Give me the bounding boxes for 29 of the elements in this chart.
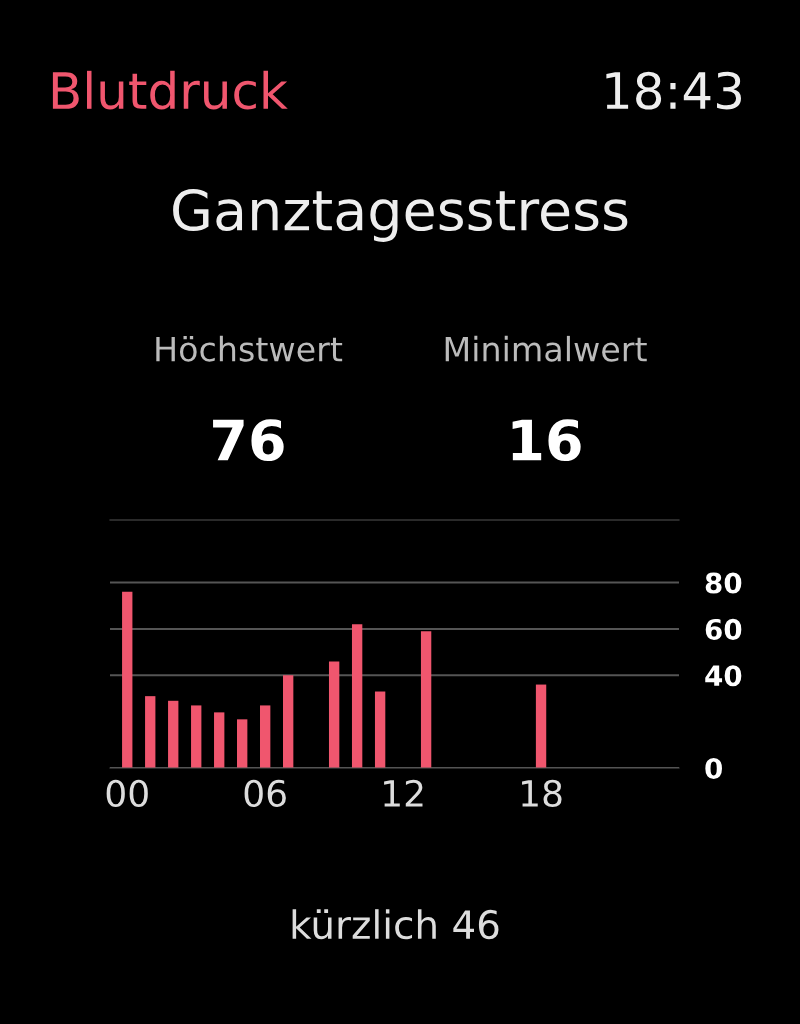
bar <box>122 591 133 768</box>
bar <box>535 684 547 768</box>
bar <box>328 661 340 768</box>
text: kürzlich 46 <box>292 909 499 940</box>
bar <box>420 631 432 768</box>
y-tick-label: 60 <box>705 618 742 640</box>
bar <box>374 691 386 768</box>
text: 76 <box>213 419 284 462</box>
y-tick-label: 80 <box>705 572 742 594</box>
bar <box>237 719 248 768</box>
chart-title: Ganztagesstress <box>173 189 628 242</box>
text: Blutdruck <box>52 70 288 110</box>
y-tick-label: 0 <box>705 757 722 779</box>
x-tick-label: 06 <box>244 779 286 808</box>
text: Minimalwert <box>445 335 647 362</box>
text: Höchstwert <box>156 335 343 362</box>
bar <box>168 700 179 768</box>
y-tick-label: 40 <box>705 665 742 687</box>
text: 16 <box>512 419 581 462</box>
x-tick-label: 00 <box>106 779 148 808</box>
bar <box>145 696 156 768</box>
x-tick-label: 12 <box>384 779 423 807</box>
bar <box>351 624 363 768</box>
bar <box>191 705 202 768</box>
bar <box>260 705 271 768</box>
bar <box>283 675 294 768</box>
bar <box>214 712 225 768</box>
x-tick-label: 18 <box>522 779 562 808</box>
text: 18:43 <box>606 71 741 110</box>
